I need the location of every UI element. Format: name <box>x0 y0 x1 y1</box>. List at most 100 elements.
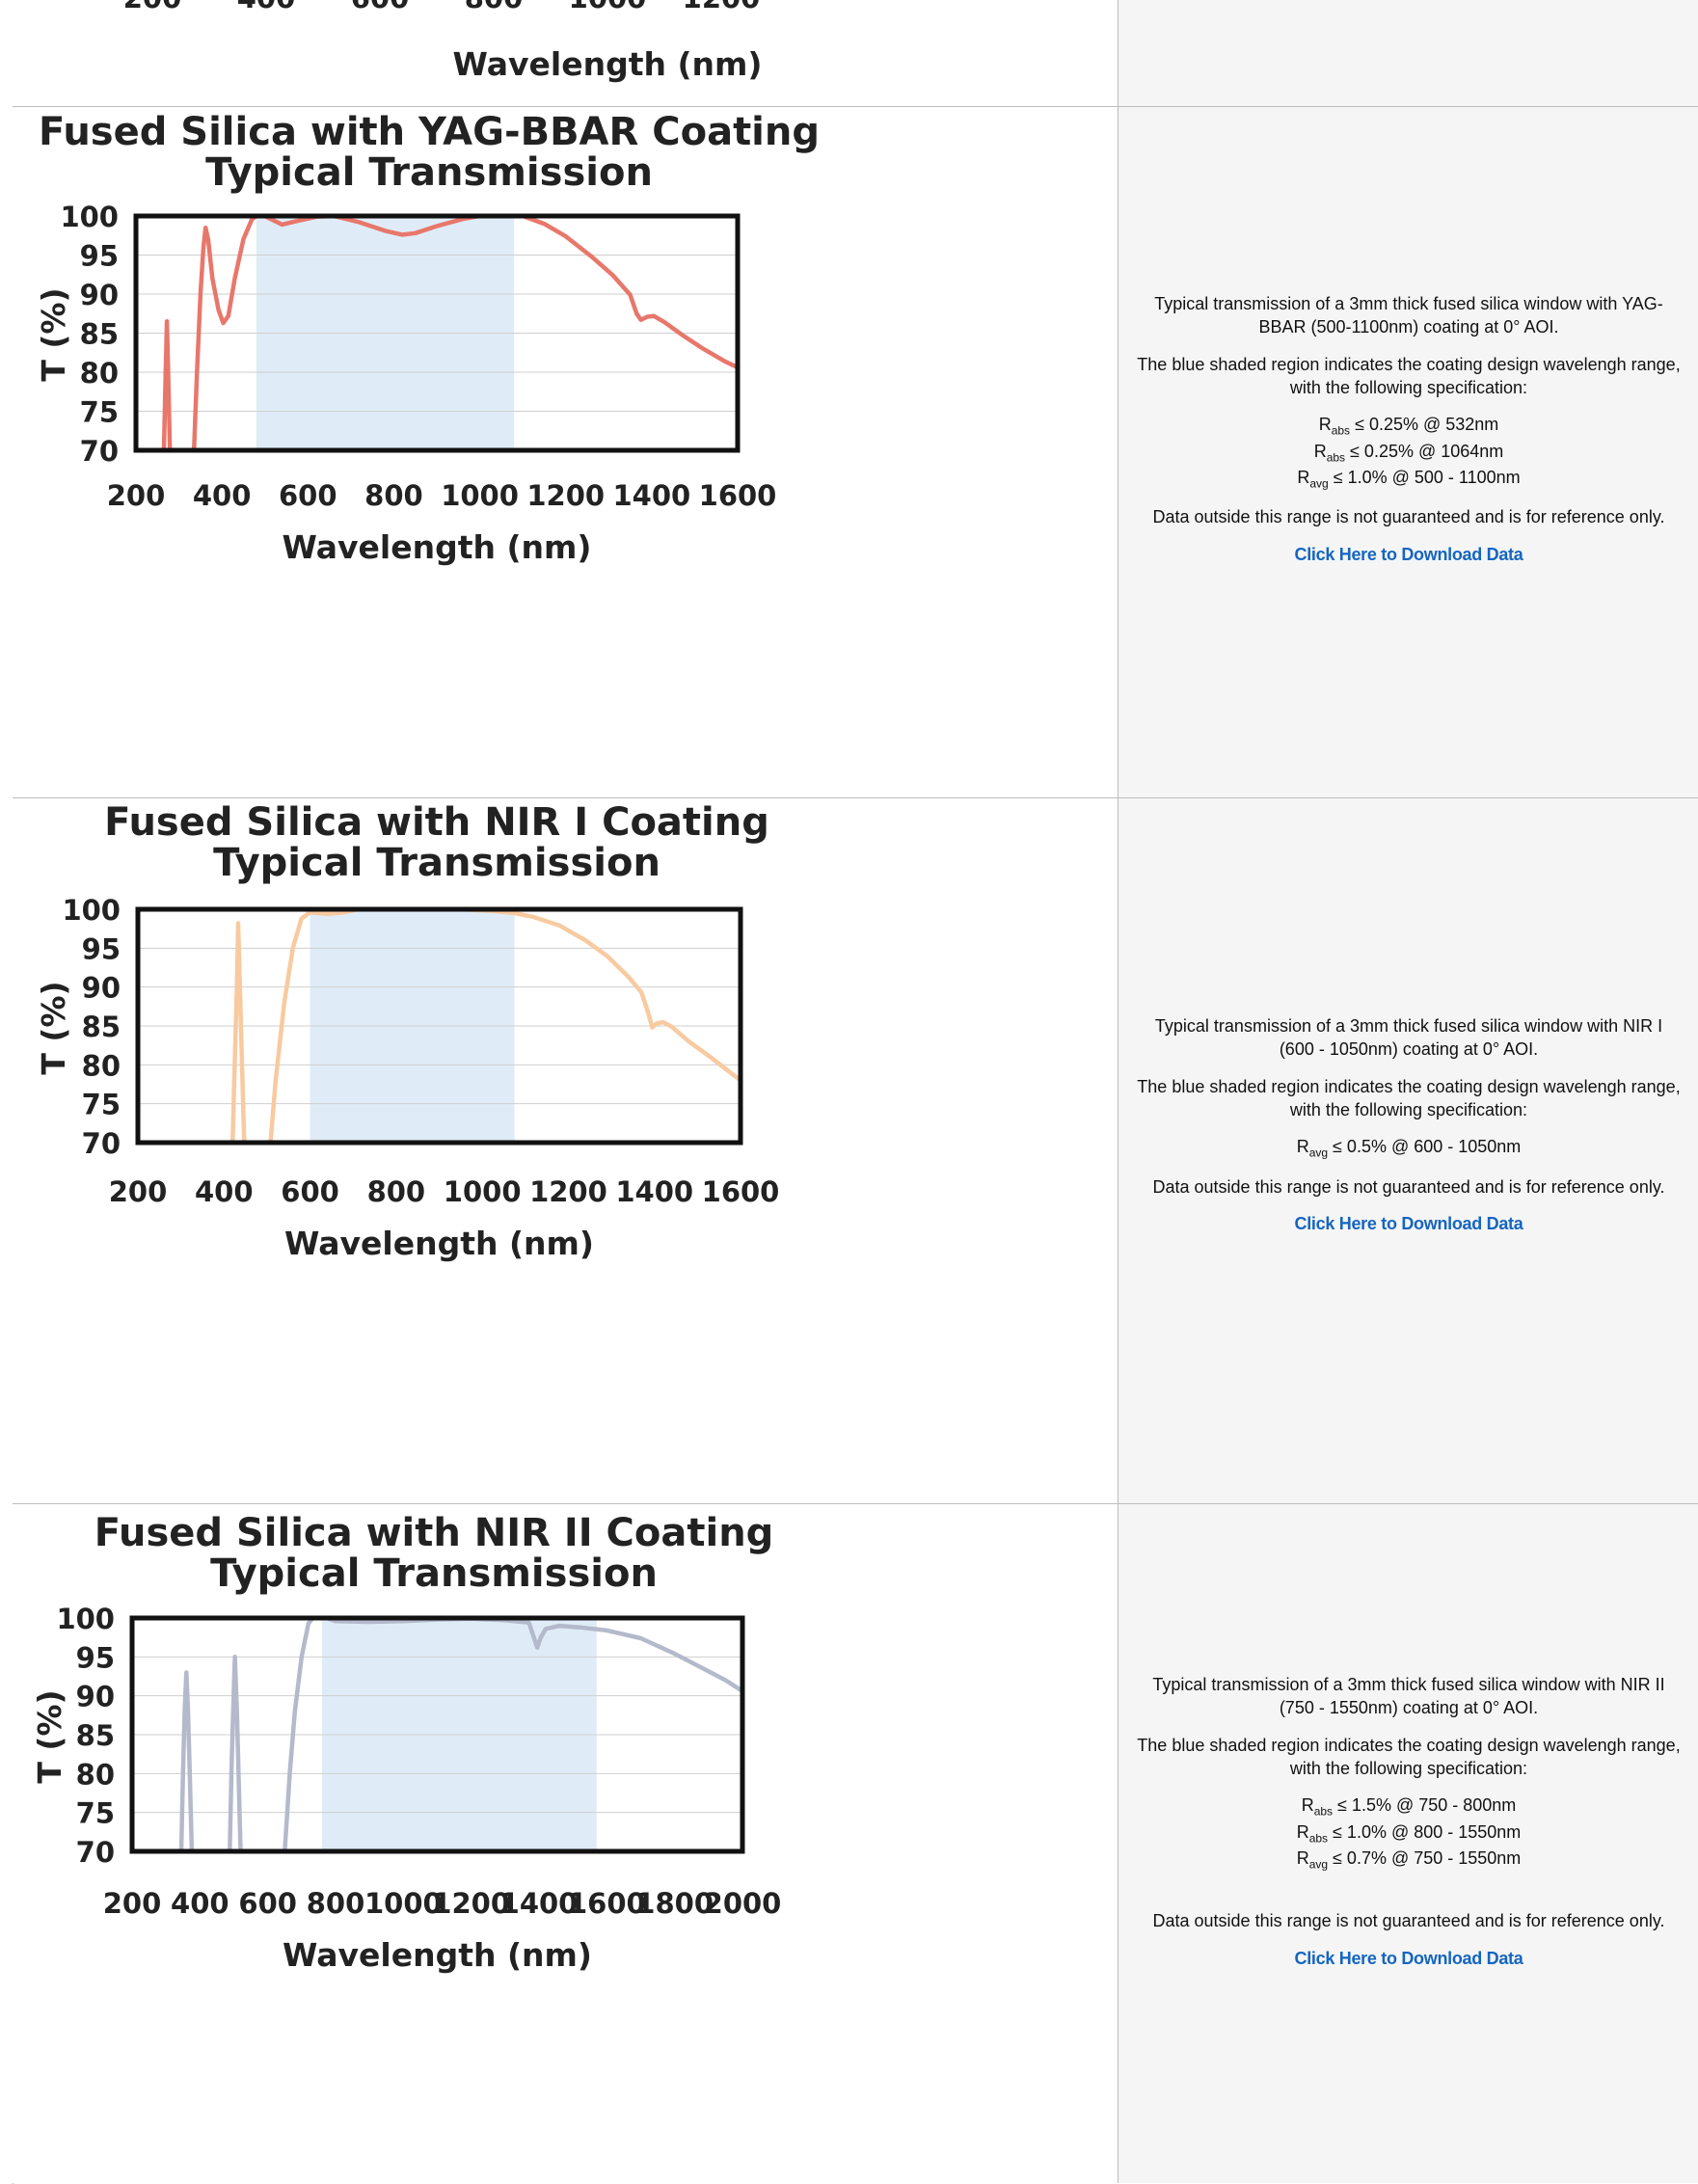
y-tick-label: 90 <box>76 1681 115 1713</box>
y-tick-label: 90 <box>80 279 119 311</box>
x-tick-label: 200 <box>109 1175 168 1208</box>
x-tick-label: 800 <box>367 1175 426 1208</box>
x-tick-label: 1400 <box>612 479 690 512</box>
download-data-link[interactable]: Click Here to Download Data <box>1294 1948 1523 1968</box>
chart-subtitle: Typical Transmission <box>210 1551 658 1596</box>
y-tick-label: 75 <box>76 1797 115 1830</box>
description-cell: Typical transmission of a 3mm thick fuse… <box>1119 1504 1698 2183</box>
description-cell <box>1119 0 1698 106</box>
spec-symbol: R <box>1301 1795 1314 1816</box>
x-tick-label: 400 <box>237 0 296 14</box>
x-tick-label: 1200 <box>526 479 605 512</box>
y-tick-label: 70 <box>82 1127 121 1160</box>
y-tick-label: 70 <box>80 435 119 468</box>
x-tick-label: 1200 <box>432 1887 510 1920</box>
y-axis-label: T (%) <box>31 1689 68 1783</box>
x-tick-label: 800 <box>307 1887 365 1920</box>
chart-description: Typical transmission of a 3mm thick fuse… <box>1136 292 1682 580</box>
spec-line: Ravg ≤ 0.7% @ 750 - 1550nm <box>1136 1847 1682 1873</box>
y-tick-label: 95 <box>82 932 121 965</box>
spec-value: ≤ 0.7% @ 750 - 1550nm <box>1328 1847 1522 1868</box>
spec-subscript: abs <box>1308 1831 1329 1846</box>
y-tick-label: 80 <box>80 357 119 390</box>
y-tick-label: 85 <box>76 1719 115 1752</box>
disclaimer-text: Data outside this range is not guarantee… <box>1152 507 1665 527</box>
transmission-curve-segment <box>178 1670 195 1851</box>
spec-symbol: R <box>1297 467 1310 487</box>
spec-value: ≤ 1.0% @ 800 - 1550nm <box>1328 1821 1522 1842</box>
chart-cell: Fused Silica with YAG-BBAR Coating Typica… <box>13 107 1119 797</box>
spec-subscript: avg <box>1308 1857 1329 1872</box>
x-axis-label: Wavelength (nm) <box>284 1225 594 1262</box>
chart-subtitle: Typical Transmission <box>213 841 660 885</box>
spec-list: Ravg ≤ 0.5% @ 600 - 1050nm <box>1136 1135 1682 1161</box>
y-tick-label: 90 <box>82 972 121 1005</box>
spec-line: Rabs ≤ 1.5% @ 750 - 800nm <box>1136 1793 1682 1820</box>
disclaimer-text: Data outside this range is not guarantee… <box>1152 1911 1665 1931</box>
spec-subscript: abs <box>1331 423 1351 438</box>
chart-description: Typical transmission of a 3mm thick fuse… <box>1136 1014 1682 1249</box>
table-row: Fused Silica with NIR I Coating Typical T… <box>13 798 1698 1504</box>
spec-subscript: abs <box>1313 1804 1334 1819</box>
y-tick-label: 70 <box>76 1836 115 1869</box>
x-tick-label: 1000 <box>364 1887 443 1920</box>
x-tick-label: 2000 <box>704 1887 782 1920</box>
x-tick-label: 600 <box>279 479 337 512</box>
x-tick-label: 1800 <box>635 1887 714 1920</box>
spec-value: ≤ 0.25% @ 1064nm <box>1345 441 1504 461</box>
x-axis-label: Wavelength (nm) <box>283 528 592 566</box>
spec-value: ≤ 0.5% @ 600 - 1050nm <box>1328 1137 1522 1157</box>
x-tick-label: 1200 <box>683 0 761 14</box>
y-tick-label: 80 <box>76 1758 115 1791</box>
description-cell: Typical transmission of a 3mm thick fuse… <box>1119 798 1698 1503</box>
partial-chart: 200 400 600 800 1000 1200 Wavelength (nm) <box>123 0 763 83</box>
download-link-wrap: Click Here to Download Data <box>1136 543 1682 566</box>
x-tick-label: 600 <box>351 0 410 14</box>
x-tick-label: 200 <box>107 479 166 512</box>
y-tick-label: 85 <box>80 318 119 351</box>
plot-frame <box>133 213 741 453</box>
description-text: Typical transmission of a 3mm thick fuse… <box>1154 294 1663 337</box>
spec-symbol: R <box>1296 1821 1309 1842</box>
y-tick-label: 100 <box>62 894 121 927</box>
y-tick-label: 75 <box>80 396 119 429</box>
x-tick-label: 600 <box>281 1175 339 1208</box>
table-row: 200 400 600 800 1000 1200 Wavelength (nm) <box>13 0 1698 107</box>
y-tick-label: 80 <box>82 1049 121 1082</box>
x-tick-label: 400 <box>193 479 252 512</box>
spec-line: Rabs ≤ 0.25% @ 532nm <box>1136 413 1682 439</box>
x-tick-label: 200 <box>103 1887 162 1920</box>
spec-list: Rabs ≤ 1.5% @ 750 - 800nm Rabs ≤ 1.0% @ 8… <box>1136 1793 1682 1873</box>
nir-ii-transmission-chart: Fused Silica with NIR II CoatingTypical … <box>31 1511 782 1974</box>
y-axis-label: T (%) <box>35 981 72 1074</box>
y-tick-label: 75 <box>82 1089 121 1121</box>
download-link-wrap: Click Here to Download Data <box>1136 1947 1682 1970</box>
download-data-link[interactable]: Click Here to Download Data <box>1294 544 1523 564</box>
transmission-curve-segment <box>229 921 247 1143</box>
yag-bbar-transmission-chart: Fused Silica with YAG-BBAR CoatingTypica… <box>35 110 820 566</box>
chart-title: Fused Silica with YAG-BBAR Coating <box>39 110 820 154</box>
spec-symbol: R <box>1318 415 1332 435</box>
y-tick-label: 100 <box>56 1603 115 1635</box>
x-tick-label: 1600 <box>699 479 777 512</box>
shade-note-text: The blue shaded region indicates the coa… <box>1137 1076 1681 1119</box>
y-tick-label: 100 <box>60 201 119 233</box>
description-text: Typical transmission of a 3mm thick fuse… <box>1152 1675 1665 1718</box>
download-data-link[interactable]: Click Here to Download Data <box>1294 1213 1523 1233</box>
transmission-curve-segment <box>268 909 741 1143</box>
y-tick-label: 85 <box>82 1011 121 1043</box>
download-link-wrap: Click Here to Download Data <box>1136 1212 1682 1235</box>
spec-line: Ravg ≤ 0.5% @ 600 - 1050nm <box>1136 1135 1682 1161</box>
description-cell: Typical transmission of a 3mm thick fuse… <box>1119 107 1698 797</box>
shade-note-text: The blue shaded region indicates the coa… <box>1137 354 1681 397</box>
table-row: Fused Silica with NIR II Coating Typical … <box>13 1504 1698 2183</box>
x-tick-label: 200 <box>123 0 182 14</box>
spec-subscript: abs <box>1326 450 1346 465</box>
y-tick-label: 95 <box>80 240 119 273</box>
description-text: Typical transmission of a 3mm thick fuse… <box>1154 1016 1663 1060</box>
x-tick-label: 1600 <box>568 1887 646 1920</box>
chart-description: Typical transmission of a 3mm thick fuse… <box>1136 1673 1682 1983</box>
transmission-curve-segment <box>161 319 173 450</box>
